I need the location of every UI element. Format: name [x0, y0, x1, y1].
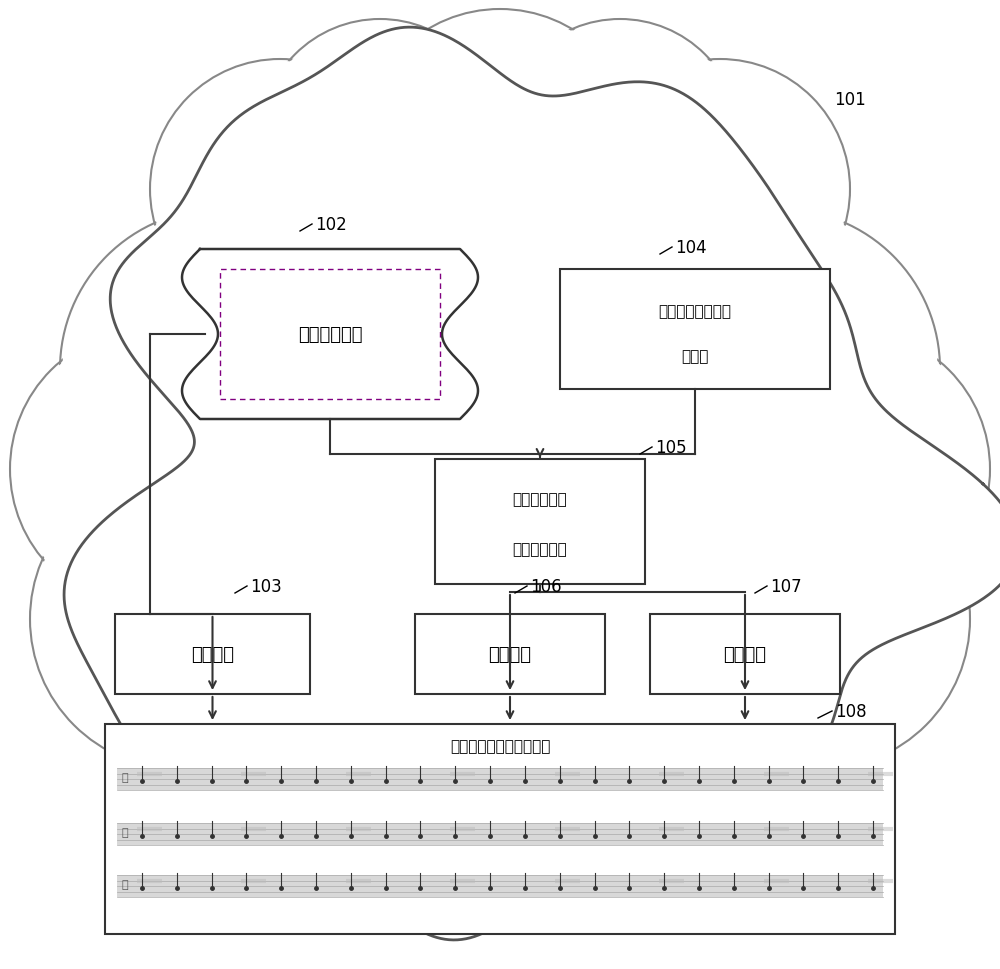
Text: 节奏信息: 节奏信息 [724, 645, 767, 664]
FancyBboxPatch shape [105, 724, 895, 934]
Circle shape [170, 90, 530, 450]
Circle shape [430, 200, 930, 700]
Circle shape [93, 513, 407, 826]
Text: 𝄞: 𝄞 [122, 772, 129, 782]
Circle shape [673, 473, 967, 766]
Text: 音高序列: 音高序列 [489, 645, 532, 664]
Text: 101: 101 [834, 91, 866, 109]
Circle shape [590, 510, 910, 829]
Text: 至少一个目标: 至少一个目标 [513, 492, 567, 507]
Circle shape [10, 329, 290, 610]
Circle shape [474, 93, 826, 446]
Circle shape [262, 22, 498, 258]
Circle shape [593, 513, 907, 826]
Circle shape [300, 519, 700, 919]
Circle shape [474, 573, 826, 925]
FancyBboxPatch shape [435, 459, 645, 584]
Text: 103: 103 [250, 578, 282, 595]
Circle shape [30, 470, 330, 769]
Circle shape [63, 213, 377, 526]
Polygon shape [64, 28, 1000, 940]
Text: 108: 108 [835, 703, 867, 720]
Text: 目标歌曲干声对应的歌谱: 目标歌曲干声对应的歌谱 [450, 738, 550, 754]
Text: 107: 107 [770, 578, 802, 595]
FancyBboxPatch shape [415, 614, 605, 694]
Circle shape [470, 570, 830, 929]
Circle shape [670, 470, 970, 769]
Circle shape [90, 510, 410, 829]
Circle shape [435, 204, 925, 694]
Text: 歌曲干声片段: 歌曲干声片段 [513, 542, 567, 557]
Text: 106: 106 [530, 578, 562, 595]
Text: 歌唱属性: 歌唱属性 [191, 645, 234, 664]
Circle shape [33, 473, 327, 766]
Circle shape [360, 10, 640, 290]
Circle shape [153, 63, 407, 317]
Circle shape [470, 90, 830, 450]
Circle shape [150, 60, 410, 320]
Text: 104: 104 [675, 238, 707, 257]
Text: 的歌词: 的歌词 [681, 349, 709, 363]
Circle shape [502, 22, 738, 258]
Circle shape [593, 63, 847, 317]
Circle shape [75, 204, 565, 694]
FancyBboxPatch shape [117, 768, 883, 790]
Text: 目标歌曲干声: 目标歌曲干声 [298, 326, 362, 344]
Circle shape [260, 20, 500, 260]
Circle shape [170, 570, 530, 929]
Circle shape [284, 105, 716, 535]
Polygon shape [182, 250, 478, 420]
Circle shape [13, 332, 287, 607]
Text: 105: 105 [655, 439, 687, 456]
FancyBboxPatch shape [650, 614, 840, 694]
Circle shape [70, 200, 570, 700]
Text: 𝄞: 𝄞 [122, 828, 129, 837]
Circle shape [174, 573, 526, 925]
Circle shape [363, 13, 637, 287]
Circle shape [590, 60, 850, 320]
Circle shape [174, 93, 526, 446]
Circle shape [500, 20, 740, 260]
Circle shape [623, 213, 937, 526]
Circle shape [620, 209, 940, 529]
Circle shape [713, 332, 987, 607]
Circle shape [710, 329, 990, 610]
FancyBboxPatch shape [560, 269, 830, 390]
Circle shape [304, 523, 696, 915]
Circle shape [120, 140, 880, 899]
Circle shape [60, 209, 380, 529]
Circle shape [280, 100, 720, 540]
Text: 𝄞: 𝄞 [122, 879, 129, 890]
Text: 102: 102 [315, 216, 347, 234]
FancyBboxPatch shape [117, 823, 883, 845]
FancyBboxPatch shape [117, 875, 883, 897]
Text: 目标歌曲干声对应: 目标歌曲干声对应 [658, 304, 731, 319]
Circle shape [128, 147, 872, 891]
FancyBboxPatch shape [115, 614, 310, 694]
